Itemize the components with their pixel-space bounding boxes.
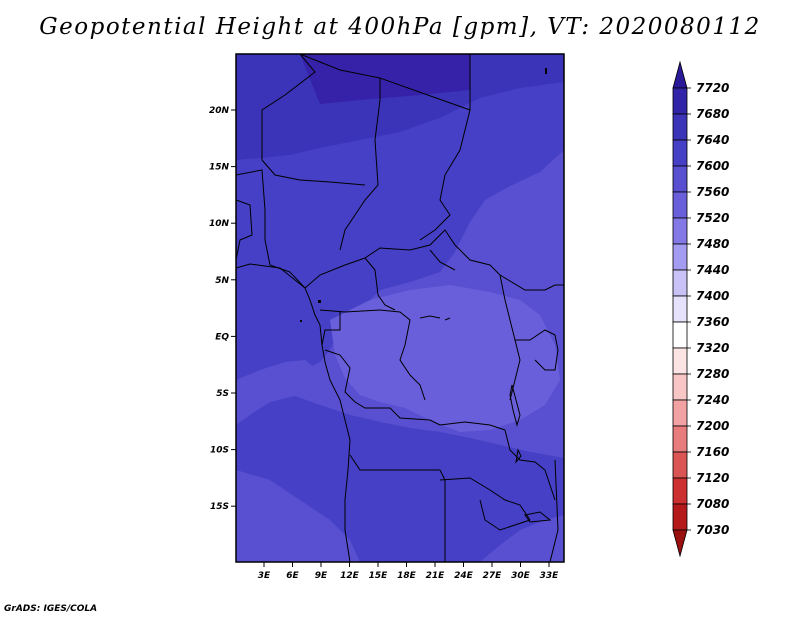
- islands: [300, 68, 547, 322]
- colorbar-swatch: [672, 425, 688, 453]
- colorbar-swatch: [672, 295, 688, 323]
- colorbar-swatch: [672, 321, 688, 349]
- colorbar-swatch: [672, 503, 688, 531]
- colorbar-label: 7200: [696, 419, 729, 433]
- colorbar-label: 7400: [696, 289, 729, 303]
- colorbar-label: 7480: [696, 237, 729, 251]
- lat-tick-label: 10N: [209, 219, 230, 229]
- colorbar-swatch: [672, 165, 688, 193]
- lon-tick-label: 27E: [483, 571, 503, 581]
- map-title: Geopotential Height at 400hPa [gpm], VT:…: [39, 14, 761, 40]
- colorbar-swatch: [672, 139, 688, 167]
- colorbar-top-arrow: [672, 60, 688, 89]
- map-frame: [235, 53, 565, 563]
- lat-tick-label: 15S: [210, 502, 229, 512]
- lon-tick-label: 9E: [315, 571, 328, 581]
- colorbar-label: 7600: [696, 159, 729, 173]
- colorbar-label: 7560: [696, 185, 729, 199]
- lon-tick-label: 6E: [286, 571, 299, 581]
- coastline: [236, 263, 351, 562]
- lat-tick-label: EQ: [215, 332, 229, 342]
- colorbar-swatch: [672, 269, 688, 297]
- lon-tick-label: 15E: [369, 571, 389, 581]
- colorbar-label: 7720: [696, 81, 729, 95]
- contour-7560-southwest: [236, 470, 360, 562]
- lon-tick-label: 12E: [340, 571, 360, 581]
- lon-tick-label: 3E: [258, 571, 271, 581]
- contour-7520-basin: [330, 285, 560, 432]
- contour-7560-coast: [236, 360, 320, 425]
- colorbar-label: 7160: [696, 445, 729, 459]
- colorbar-swatch: [672, 373, 688, 401]
- colorbar: 7720 7680 7640 7600 7560 7520 7480 7440 7400 7360…: [672, 60, 729, 558]
- colorbar-swatch: [672, 243, 688, 271]
- latitude-ticks: 20N 15N 10N 5N EQ 5S 10S 15S: [209, 106, 236, 512]
- political-boundaries: [236, 54, 564, 562]
- lon-tick-label: 18E: [397, 571, 417, 581]
- colorbar-swatch: [672, 477, 688, 505]
- contour-7560-northeast: [470, 180, 564, 305]
- colorbar-label: 7360: [696, 315, 729, 329]
- contour-7600-region: [236, 82, 564, 358]
- lon-tick-label: 24E: [454, 571, 474, 581]
- colorbar-swatch: [672, 347, 688, 375]
- longitude-ticks: 3E 6E 9E 12E 15E 18E 21E 24E 27E 30E 33E: [258, 562, 559, 581]
- colorbar-label: 7280: [696, 367, 729, 381]
- colorbar-swatch: [672, 399, 688, 427]
- lat-tick-label: 15N: [209, 163, 230, 173]
- colorbar-label: 7240: [696, 393, 729, 407]
- colorbar-label: 7120: [696, 471, 729, 485]
- colorbar-swatch: [672, 87, 688, 115]
- lat-tick-label: 20N: [209, 106, 230, 116]
- colorbar-label: 7520: [696, 211, 729, 225]
- colorbar-swatch: [672, 191, 688, 219]
- colorbar-label: 7440: [696, 263, 729, 277]
- contour-7560-southeast: [480, 515, 564, 562]
- lat-tick-label: 5S: [216, 389, 229, 399]
- colorbar-swatch: [672, 451, 688, 479]
- height-field: [236, 54, 564, 562]
- lon-tick-label: 33E: [540, 571, 560, 581]
- grads-credit: GrADS: IGES/COLA: [4, 604, 98, 614]
- colorbar-label: 7320: [696, 341, 729, 355]
- colorbar-label: 7640: [696, 133, 729, 147]
- contour-7680-core: [300, 54, 470, 104]
- lakes: [419, 315, 552, 523]
- colorbar-swatch: [672, 113, 688, 141]
- colorbar-label: 7080: [696, 497, 729, 511]
- colorbar-bottom-arrow: [672, 529, 688, 558]
- colorbar-label: 7030: [696, 523, 729, 537]
- colorbar-swatch: [672, 217, 688, 245]
- lon-tick-label: 30E: [511, 571, 531, 581]
- lon-tick-label: 21E: [426, 571, 446, 581]
- colorbar-label: 7680: [696, 107, 729, 121]
- lat-tick-label: 5N: [215, 276, 229, 286]
- lat-tick-label: 10S: [210, 446, 229, 456]
